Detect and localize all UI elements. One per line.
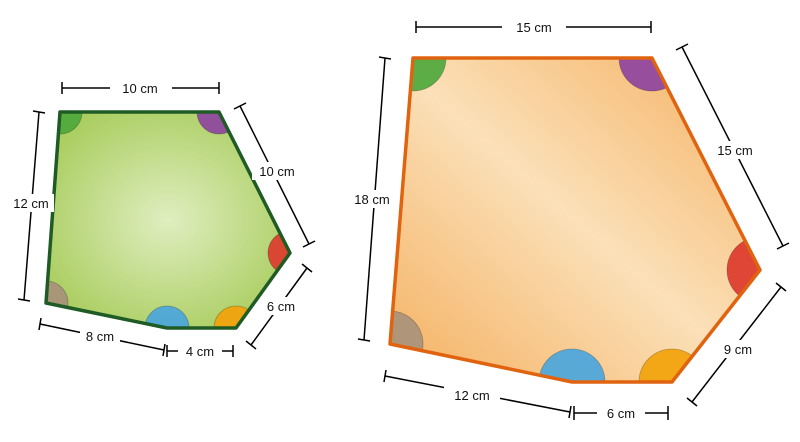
small-dimension-bottom-left: 8 cm: [38, 317, 166, 357]
small-label-upper-right: 10 cm: [259, 164, 294, 179]
large-label-left: 18 cm: [354, 192, 389, 207]
small-pentagon-outline: [44, 110, 292, 330]
small-angle-marker-red: [267, 230, 290, 276]
large-dimension-bottom-right: 6 cm: [573, 404, 669, 422]
large-label-top: 15 cm: [516, 20, 551, 35]
large-dimension-bottom-left: 12 cm: [383, 369, 572, 419]
small-angle-marker-blue: [144, 305, 190, 328]
small-label-left: 12 cm: [13, 196, 48, 211]
small-label-top: 10 cm: [122, 81, 157, 96]
large-dimension-top: 15 cm: [415, 18, 652, 36]
small-dimension-lower-right: 6 cm: [245, 263, 313, 350]
small-dimension-bottom-right: 4 cm: [166, 342, 234, 360]
large-pentagon-outline: [388, 56, 762, 384]
small-label-bottom-left: 8 cm: [86, 329, 114, 344]
large-label-upper-right: 15 cm: [717, 143, 752, 158]
small-dimension-left: 12 cm: [8, 110, 54, 302]
large-dimension-upper-right: 15 cm: [675, 43, 790, 250]
small-dimension-top: 10 cm: [61, 79, 220, 97]
large-angle-marker-blue: [538, 348, 606, 382]
large-dimension-left: 18 cm: [346, 56, 398, 342]
large-pentagon-fill: [390, 58, 760, 382]
large-dimension-lower-right: 9 cm: [686, 282, 787, 407]
large-label-bottom-right: 6 cm: [607, 406, 635, 421]
small-pentagon-fill: [46, 112, 290, 328]
small-label-bottom-right: 4 cm: [186, 344, 214, 359]
large-label-bottom-left: 12 cm: [454, 388, 489, 403]
large-angle-marker-red: [726, 236, 760, 304]
small-label-lower-right: 6 cm: [267, 299, 295, 314]
small-dimension-upper-right: 10 cm: [233, 102, 316, 248]
large-label-lower-right: 9 cm: [724, 342, 752, 357]
